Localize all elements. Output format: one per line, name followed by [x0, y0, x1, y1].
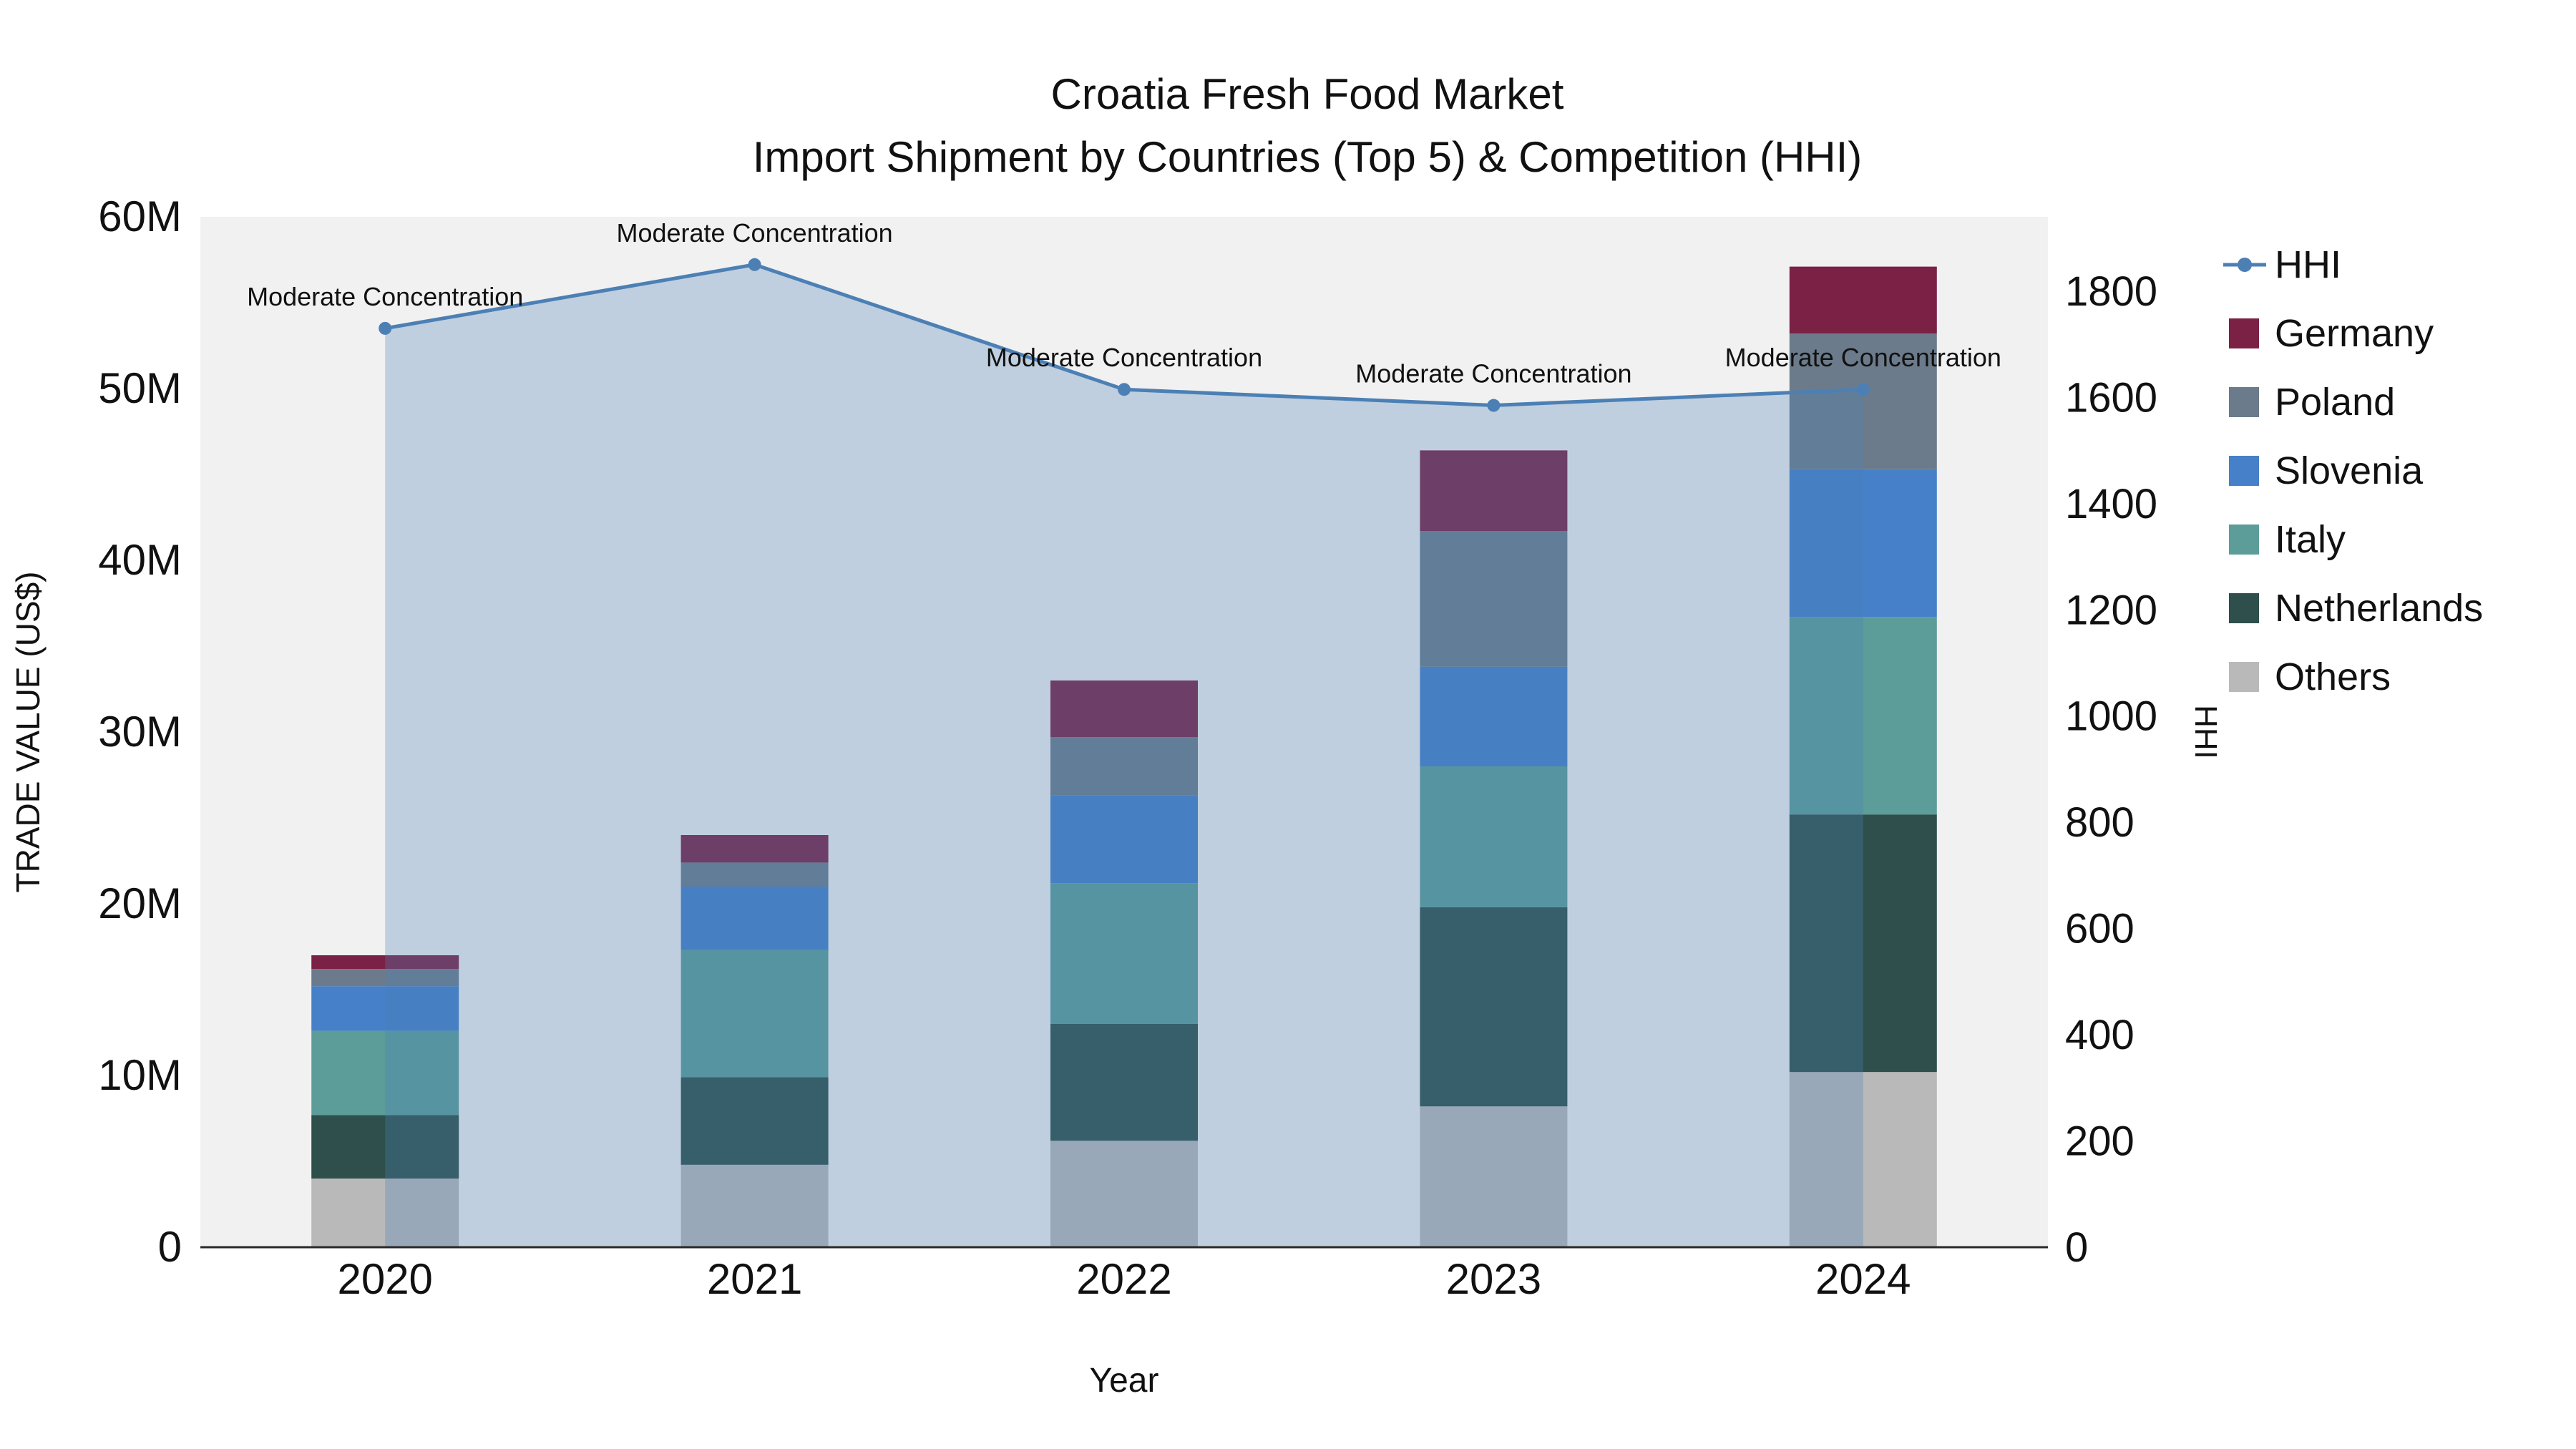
hhi-marker-2020[interactable] [379, 321, 392, 335]
chart-title-line1: Croatia Fresh Food Market [1051, 70, 1564, 118]
hhi-marker-2021[interactable] [748, 258, 761, 271]
y-left-tick-10M: 10M [98, 1051, 182, 1099]
legend-swatch-others [2229, 662, 2259, 692]
hhi-area-layer [385, 264, 1863, 1247]
y-right-tick-1800: 1800 [2065, 268, 2157, 315]
y-right-tick-400: 400 [2065, 1012, 2135, 1058]
bar-segment-poland-2020[interactable] [311, 969, 459, 987]
bar-segment-slovenia-2020[interactable] [311, 986, 459, 1031]
x-tick-2021[interactable]: 2021 [707, 1255, 802, 1303]
hhi-area-fill [385, 264, 1863, 1247]
bar-segment-others-2022[interactable] [1050, 1141, 1198, 1247]
y-left-tick-60M: 60M [98, 192, 182, 240]
x-tick-2024[interactable]: 2024 [1815, 1255, 1911, 1303]
bar-segment-italy-2021[interactable] [680, 950, 829, 1078]
x-tick-2022[interactable]: 2022 [1076, 1255, 1171, 1303]
bar-segment-netherlands-2023[interactable] [1420, 907, 1568, 1107]
y-right-tick-200: 200 [2065, 1118, 2135, 1165]
y-left-tick-40M: 40M [98, 536, 182, 584]
bar-segment-others-2020[interactable] [311, 1179, 459, 1247]
hhi-marker-2022[interactable] [1118, 383, 1131, 396]
legend-swatch-germany [2229, 318, 2259, 348]
legend: HHI Germany Poland Slovenia Italy Netherlands… [2223, 243, 2483, 698]
bar-segment-others-2024[interactable] [1789, 1072, 1937, 1247]
x-tick-2023[interactable]: 2023 [1446, 1255, 1541, 1303]
legend-line-marker-hhi [2238, 258, 2252, 272]
bar-segment-italy-2024[interactable] [1789, 617, 1937, 815]
hhi-line-layer [379, 258, 1870, 412]
y-right-tick-1000: 1000 [2065, 693, 2157, 740]
hhi-marker-2024[interactable] [1856, 383, 1870, 396]
bar-segment-germany-2022[interactable] [1050, 680, 1198, 738]
bar-segment-others-2023[interactable] [1420, 1106, 1568, 1247]
y-right-axis-title: HHI [2188, 705, 2223, 759]
legend-label-netherlands[interactable]: Netherlands [2275, 587, 2483, 630]
legend-label-germany[interactable]: Germany [2275, 312, 2434, 355]
y-left-tick-0: 0 [158, 1223, 182, 1271]
y-left-tick-20M: 20M [98, 879, 182, 927]
x-axis-title: Year [1090, 1362, 1159, 1400]
bar-segment-germany-2023[interactable] [1420, 450, 1568, 532]
legend-swatch-poland [2229, 387, 2259, 417]
y-right-tick-1600: 1600 [2065, 374, 2157, 421]
legend-label-others[interactable]: Others [2275, 655, 2391, 698]
bar-segment-germany-2020[interactable] [311, 955, 459, 970]
legend-label-italy[interactable]: Italy [2275, 518, 2346, 561]
bar-segment-italy-2020[interactable] [311, 1030, 459, 1116]
bar-segment-netherlands-2024[interactable] [1789, 814, 1937, 1073]
legend-label-slovenia[interactable]: Slovenia [2275, 449, 2424, 492]
annotation-2022: Moderate Concentration [986, 343, 1262, 372]
annotation-2021: Moderate Concentration [616, 218, 892, 248]
stacked-bars-layer [311, 266, 1937, 1247]
y-left-axis-title: TRADE VALUE (US$) [9, 571, 47, 892]
bar-segment-netherlands-2021[interactable] [680, 1077, 829, 1165]
bar-segment-poland-2021[interactable] [680, 862, 829, 887]
bar-segment-germany-2021[interactable] [680, 835, 829, 863]
y-right-tick-800: 800 [2065, 799, 2135, 846]
axes-layer: 0 10M 20M 30M 40M 50M 60M 0 200 400 600 800 1000 1200… [98, 192, 2157, 1303]
bar-segment-poland-2022[interactable] [1050, 737, 1198, 796]
bar-segment-italy-2022[interactable] [1050, 883, 1198, 1024]
y-left-tick-50M: 50M [98, 364, 182, 412]
legend-label-poland[interactable]: Poland [2275, 381, 2395, 424]
legend-swatch-netherlands [2229, 593, 2259, 623]
bar-segment-poland-2023[interactable] [1420, 531, 1568, 667]
y-left-tick-30M: 30M [98, 708, 182, 756]
bar-segment-slovenia-2023[interactable] [1420, 666, 1568, 766]
bar-segment-slovenia-2024[interactable] [1789, 469, 1937, 618]
x-tick-2020[interactable]: 2020 [337, 1255, 432, 1303]
annotation-2024: Moderate Concentration [1725, 343, 2001, 372]
legend-swatch-slovenia [2229, 456, 2259, 486]
bar-segment-slovenia-2022[interactable] [1050, 795, 1198, 884]
hhi-marker-2023[interactable] [1487, 399, 1501, 412]
bar-segment-slovenia-2021[interactable] [680, 887, 829, 950]
legend-label-hhi[interactable]: HHI [2275, 243, 2341, 286]
bar-segment-others-2021[interactable] [680, 1164, 829, 1247]
annotation-2020: Moderate Concentration [247, 282, 523, 311]
bar-segment-netherlands-2022[interactable] [1050, 1024, 1198, 1141]
annotations-layer: Moderate Concentration Moderate Concentra… [247, 218, 2001, 389]
y-right-tick-1400: 1400 [2065, 481, 2157, 527]
bar-segment-italy-2023[interactable] [1420, 766, 1568, 907]
bar-segment-germany-2024[interactable] [1789, 266, 1937, 334]
legend-swatch-italy [2229, 525, 2259, 555]
chart-title-line2: Import Shipment by Countries (Top 5) & C… [753, 133, 1863, 181]
bar-segment-poland-2024[interactable] [1789, 333, 1937, 469]
y-right-tick-1200: 1200 [2065, 587, 2157, 633]
bar-segment-netherlands-2020[interactable] [311, 1115, 459, 1179]
annotation-2023: Moderate Concentration [1355, 359, 1631, 389]
y-right-tick-0: 0 [2065, 1224, 2088, 1271]
y-right-tick-600: 600 [2065, 906, 2135, 952]
